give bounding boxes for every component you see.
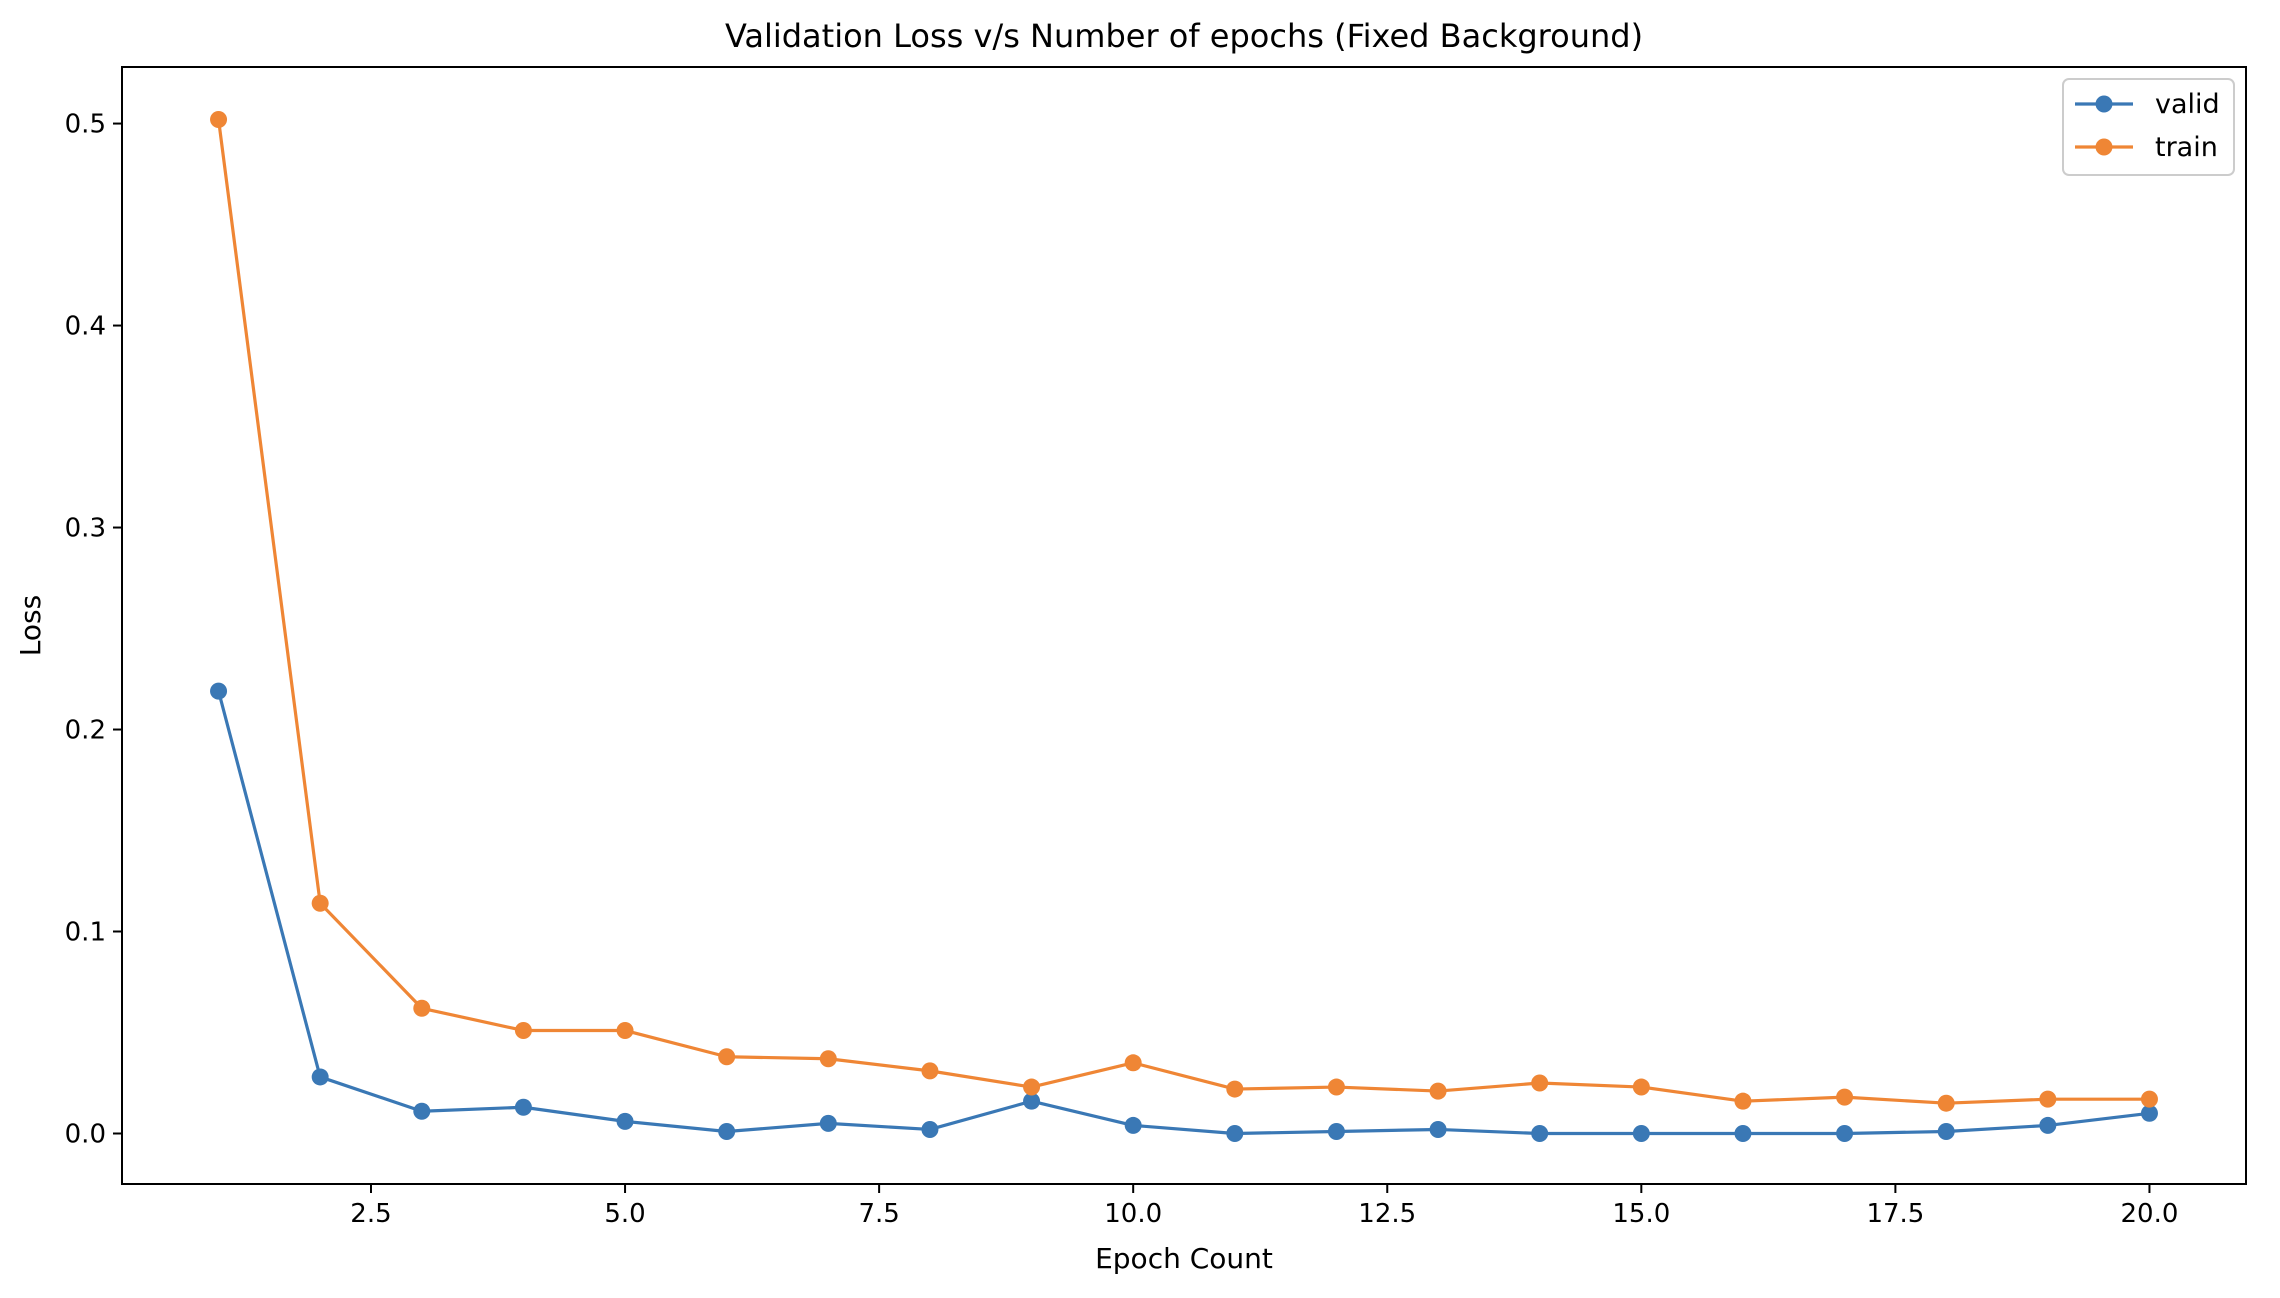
x-tick-label: 15.0: [1612, 1199, 1670, 1229]
chart-title: Validation Loss v/s Number of epochs (Fi…: [725, 17, 1643, 55]
legend-label-train: train: [2155, 132, 2218, 163]
data-point-valid: [718, 1122, 736, 1140]
legend-marker-train: [2095, 138, 2113, 156]
data-point-valid: [819, 1114, 837, 1132]
data-point-train: [2140, 1090, 2158, 1108]
data-point-valid: [1226, 1125, 1244, 1143]
data-point-valid: [413, 1102, 431, 1120]
x-tick-label: 7.5: [858, 1199, 899, 1229]
x-axis-label: Epoch Count: [1095, 1242, 1273, 1275]
data-point-valid: [1632, 1125, 1650, 1143]
data-point-train: [2039, 1090, 2057, 1108]
x-tick-label: 12.5: [1358, 1199, 1416, 1229]
x-tick-label: 5.0: [604, 1199, 645, 1229]
data-point-valid: [1836, 1125, 1854, 1143]
plot-frame: [121, 66, 2247, 1185]
data-point-valid: [2039, 1116, 2057, 1134]
data-point-train: [1023, 1078, 1041, 1096]
x-tick-label: 10.0: [1104, 1199, 1162, 1229]
data-point-train: [718, 1048, 736, 1066]
legend-label-valid: valid: [2155, 89, 2220, 120]
data-point-valid: [514, 1098, 532, 1116]
data-point-train: [819, 1050, 837, 1068]
x-tick-label: 2.5: [350, 1199, 391, 1229]
y-tick-label: 0.4: [65, 312, 106, 342]
x-tick-label: 17.5: [1866, 1199, 1924, 1229]
data-point-valid: [1327, 1122, 1345, 1140]
data-point-valid: [1531, 1125, 1549, 1143]
data-point-valid: [1023, 1092, 1041, 1110]
data-point-train: [413, 999, 431, 1017]
data-point-train: [514, 1021, 532, 1039]
legend: valid train: [2062, 78, 2235, 176]
data-point-valid: [210, 682, 228, 700]
data-point-train: [1327, 1078, 1345, 1096]
data-point-train: [616, 1021, 634, 1039]
y-tick-label: 0.1: [65, 918, 106, 948]
data-point-valid: [921, 1120, 939, 1138]
data-point-train: [1429, 1082, 1447, 1100]
data-point-train: [311, 894, 329, 912]
data-point-valid: [1937, 1122, 1955, 1140]
data-point-valid: [311, 1068, 329, 1086]
y-tick-label: 0.2: [65, 716, 106, 746]
series-line-valid: [216, 690, 2150, 1136]
data-point-valid: [616, 1112, 634, 1130]
data-point-valid: [2140, 1104, 2158, 1122]
legend-entries: valid train: [2075, 89, 2220, 163]
data-point-train: [1734, 1092, 1752, 1110]
data-point-train: [1226, 1080, 1244, 1098]
y-axis-ticks: 0.0 0.1 0.2 0.3 0.4 0.5: [65, 110, 122, 1150]
data-point-train: [1937, 1094, 1955, 1112]
y-tick-label: 0.5: [65, 110, 106, 140]
y-tick-label: 0.0: [65, 1120, 106, 1150]
legend-marker-valid: [2095, 95, 2113, 113]
series-line-train: [216, 119, 2150, 1105]
data-point-valid: [1124, 1116, 1142, 1134]
data-point-valid: [1734, 1125, 1752, 1143]
data-point-train: [210, 111, 228, 129]
data-point-valid: [1429, 1120, 1447, 1138]
x-axis-ticks: 2.5 5.0 7.5 10.0 12.5 15.0 17.5 20.0: [350, 1184, 2178, 1229]
x-tick-label: 20.0: [2121, 1199, 2179, 1229]
data-point-train: [1632, 1078, 1650, 1096]
data-point-train: [1124, 1054, 1142, 1072]
data-point-train: [1531, 1074, 1549, 1092]
data-point-train: [921, 1062, 939, 1080]
y-tick-label: 0.3: [65, 514, 106, 544]
y-axis-label: Loss: [14, 595, 47, 656]
series-layer: [210, 111, 2158, 1143]
data-point-train: [1836, 1088, 1854, 1106]
